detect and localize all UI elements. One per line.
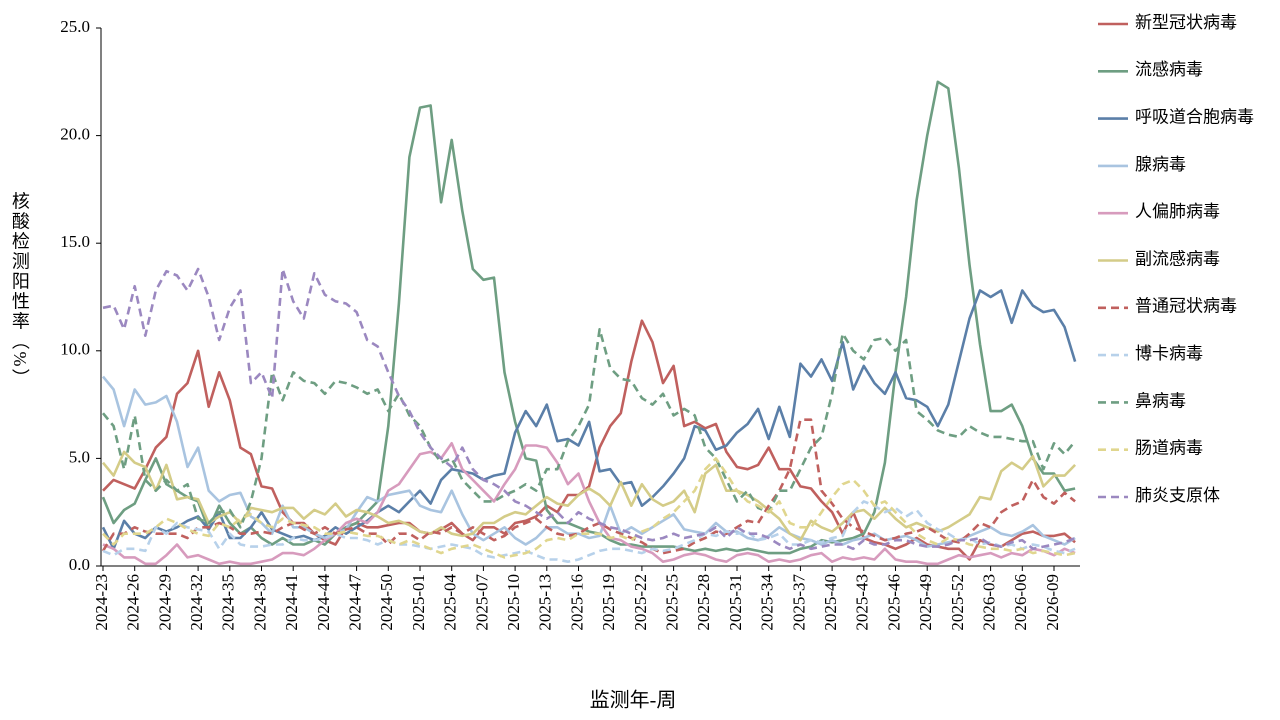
- legend-label: 副流感病毒: [1135, 249, 1220, 268]
- x-tick-label: 2025-34: [758, 574, 777, 631]
- legend-label: 肺炎支原体: [1135, 486, 1220, 505]
- x-tick-label: 2024-23: [92, 574, 111, 631]
- x-tick-label: 2024-29: [155, 574, 174, 631]
- series-line: [101, 80, 1076, 555]
- series-line: [101, 375, 1076, 548]
- series-line: [101, 289, 1077, 551]
- legend-label: 博卡病毒: [1135, 344, 1203, 363]
- x-axis-title: 监测年-周: [590, 689, 677, 712]
- x-tick-label: 2026-09: [1043, 574, 1062, 631]
- y-tick-label: 15.0: [60, 232, 90, 251]
- x-tick-label: 2024-35: [219, 574, 238, 631]
- x-tick-label: 2025-52: [948, 574, 967, 631]
- x-tick-label: 2025-40: [821, 574, 840, 631]
- x-tick-label: 2025-25: [663, 574, 682, 631]
- series-line: [102, 500, 1076, 563]
- legend-label: 流感病毒: [1135, 60, 1203, 79]
- series-line: [101, 418, 1076, 555]
- x-tick-label: 2024-47: [346, 574, 365, 631]
- series-line: [101, 450, 1077, 542]
- legend-label: 肠道病毒: [1135, 439, 1203, 458]
- x-tick-label: 2025-19: [599, 574, 618, 631]
- y-tick-label: 5.0: [69, 447, 90, 466]
- x-tick-label: 2024-50: [377, 574, 396, 631]
- x-tick-label: 2025-07: [472, 574, 491, 631]
- x-tick-label: 2024-32: [187, 574, 206, 631]
- x-tick-label: 2024-44: [314, 574, 333, 631]
- x-tick-label: 2025-37: [789, 574, 808, 631]
- x-tick-label: 2024-41: [282, 574, 301, 631]
- series-line: [101, 328, 1077, 529]
- x-tick-label: 2025-04: [441, 574, 460, 631]
- x-tick-label: 2025-43: [853, 574, 872, 631]
- x-tick-label: 2026-06: [1011, 574, 1030, 631]
- legend-label: 腺病毒: [1135, 155, 1186, 174]
- x-tick-label: 2025-16: [567, 574, 586, 631]
- series-line: [102, 442, 1076, 566]
- x-tick-label: 2025-22: [631, 574, 650, 631]
- legend-label: 呼吸道合胞病毒: [1135, 108, 1254, 127]
- x-tick-label: 2025-10: [504, 574, 523, 631]
- x-tick-label: 2024-38: [250, 574, 269, 631]
- legend-label: 新型冠状病毒: [1135, 13, 1237, 32]
- series-line: [102, 457, 1076, 559]
- series-line: [102, 267, 1076, 551]
- y-tick-label: 20.0: [60, 125, 90, 144]
- y-tick-label: 10.0: [60, 340, 90, 359]
- legend-label: 鼻病毒: [1135, 391, 1186, 410]
- x-tick-label: 2025-13: [536, 574, 555, 631]
- legend-label: 普通冠状病毒: [1135, 297, 1237, 316]
- y-tick-label: 25.0: [60, 17, 90, 36]
- x-tick-label: 2025-49: [916, 574, 935, 631]
- x-tick-label: 2025-28: [694, 574, 713, 631]
- x-tick-label: 2024-26: [124, 574, 143, 631]
- y-tick-label: 0.0: [69, 555, 90, 574]
- x-tick-label: 2025-31: [726, 574, 745, 631]
- x-tick-label: 2025-01: [409, 574, 428, 631]
- y-axis-title: 核酸检测阳性率（%）: [10, 191, 30, 388]
- x-tick-label: 2026-03: [980, 574, 999, 631]
- legend-label: 人偏肺病毒: [1135, 202, 1220, 221]
- x-tick-label: 2025-46: [884, 574, 903, 631]
